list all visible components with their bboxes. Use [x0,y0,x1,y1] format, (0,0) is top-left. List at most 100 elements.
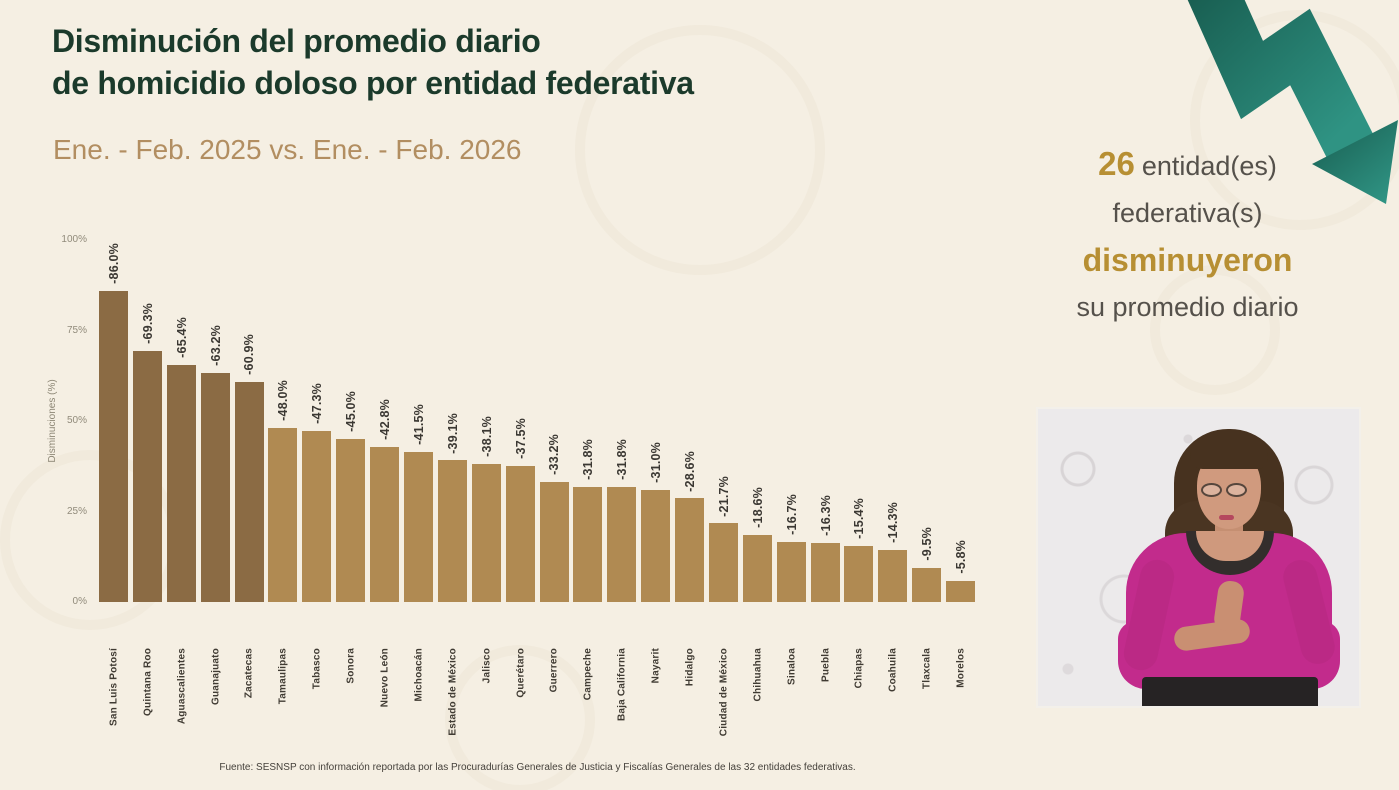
x-axis-category-label: Zacatecas [243,648,255,699]
bar-value-label: -60.9% [242,333,257,375]
y-axis-tick: 25% [66,505,87,517]
y-axis-tick: 50% [66,415,87,426]
bar [912,567,942,602]
summary-line-2: federativa(s) [1112,198,1263,228]
interpreter-mouth [1219,515,1234,520]
bar-value-label: -31.8% [615,439,630,480]
date-range-subtitle: Ene. - Feb. 2025 vs. Ene. - Feb. 2026 [53,134,522,165]
bar [573,486,603,602]
bar-column: -45.0% Sonora [334,240,368,684]
bar [946,581,976,602]
x-axis-category-label: Ciudad de México [718,648,730,737]
title-line-2: de homicidio doloso por entidad federati… [52,65,694,101]
bar-column: -31.0% Nayarit [639,240,673,683]
bar-column: -31.8% Baja California [605,240,639,721]
x-axis-category-label: Querétaro [515,648,527,698]
interpreter-fringe [1190,435,1268,469]
bar-value-label: -65.4% [174,317,189,359]
y-axis-tick: 75% [66,324,87,336]
bar-column: -65.4% Aguascalientes [165,240,199,724]
summary-line-1: 26 entidad(es) [1015,140,1360,190]
x-axis-category-label: Quintana Roo [142,648,154,716]
x-axis-category-label: Sinaloa [786,648,798,685]
bar [437,460,467,602]
bar [234,381,264,602]
bar-column: -48.0% Tamaulipas [266,240,300,704]
bar-column: -16.7% Sinaloa [775,240,809,685]
bar-value-label: -15.4% [852,498,867,540]
bar-value-label: -42.8% [378,399,392,441]
bar-value-label: -63.2% [208,325,223,367]
bar [471,464,501,602]
bar-value-label: -86.0% [106,242,121,284]
bar-value-label: -33.2% [547,434,562,475]
x-axis-category-label: San Luis Potosí [108,648,120,727]
bar-value-label: -31.0% [649,441,664,483]
title-line-1: Disminución del promedio diario [52,23,541,59]
bar-value-label: -41.5% [411,403,426,445]
bar [539,481,569,602]
x-axis-category-label: Baja California [616,648,628,722]
x-axis-category-label: Tamaulipas [277,648,289,705]
x-axis-category-label: Campeche [582,648,594,701]
bar-value-label: -48.0% [276,380,291,422]
sign-language-interpreter-video [1036,407,1361,708]
x-axis-category-label: Guerrero [548,648,560,693]
bar [132,351,162,602]
bar-column: -86.0% San Luis Potosí [97,240,131,726]
bar-column: -14.3% Coahuila [876,240,910,692]
bar-chart: Disminuciones (%) 100% 75% 50% 25% 0% -86.0% S… [47,234,978,736]
x-axis-category-label: Guanajuato [210,648,222,706]
bar-value-label: -37.5% [513,418,528,460]
entities-count: 26 [1098,145,1135,182]
x-axis-category-label: Chiapas [853,648,865,689]
bar-value-label: -47.3% [310,382,325,424]
x-axis-category-label: Nuevo León [379,648,391,708]
x-axis-category-label: Hidalgo [684,648,696,687]
bar [268,428,298,602]
x-axis-category-label: Nayarit [650,648,662,684]
bar-value-label: -69.3% [140,303,155,345]
entities-label: entidad(es) [1141,151,1277,181]
bar-column: -15.4% Chiapas [842,240,876,688]
bar-column: -39.1% Estado de México [436,240,470,736]
bar-column: -37.5% Querétaro [504,240,538,698]
bar-column: -33.2% Guerrero [538,240,572,692]
x-axis-category-label: Tlaxcala [921,648,933,690]
summary-line-4: su promedio diario [1076,292,1299,322]
bar [607,486,637,602]
summary-line-3: disminuyeron [1082,242,1293,278]
summary-panel: 26 entidad(es) federativa(s) disminuyeron… [1015,140,1360,331]
bar-value-label: -14.3% [886,502,901,544]
bar-column: -41.5% Michoacán [402,240,436,701]
bar-value-label: -9.5% [920,526,935,561]
bar-column: -16.3% Puebla [809,240,843,682]
bar-value-label: -28.6% [682,450,697,492]
bar [641,489,671,602]
bar-column: -28.6% Hidalgo [673,240,707,686]
bar [742,534,772,602]
bar-column: -21.7% Ciudad de México [707,240,741,736]
bar [200,373,230,602]
bar [878,550,908,602]
interpreter-glasses-left-lens [1201,483,1222,497]
bar-value-label: -16.7% [784,493,799,535]
bar-value-label: -21.7% [716,475,731,517]
bar-value-label: -16.3% [818,495,833,536]
x-axis-category-label: Aguascalientes [176,648,188,725]
bar-column: -69.3% Quintana Roo [131,240,165,716]
bar-column: -60.9% Zacatecas [233,240,267,698]
x-axis-category-label: Michoacán [413,648,425,702]
bar-column: -38.1% Jalisco [470,240,504,683]
x-axis-category-label: Sonora [345,648,357,684]
x-axis-category-label: Coahuila [887,648,899,692]
x-axis-category-label: Jalisco [481,648,493,684]
bar-value-label: -39.1% [445,412,460,454]
bar-value-label: -38.1% [479,416,494,458]
x-axis-category-label: Morelos [955,648,967,688]
bar [403,451,433,602]
bar-column: -31.8% Campeche [571,240,605,700]
y-axis-tick: 0% [72,596,87,607]
bar-column: -9.5% Tlaxcala [910,240,944,689]
bar [370,447,400,602]
